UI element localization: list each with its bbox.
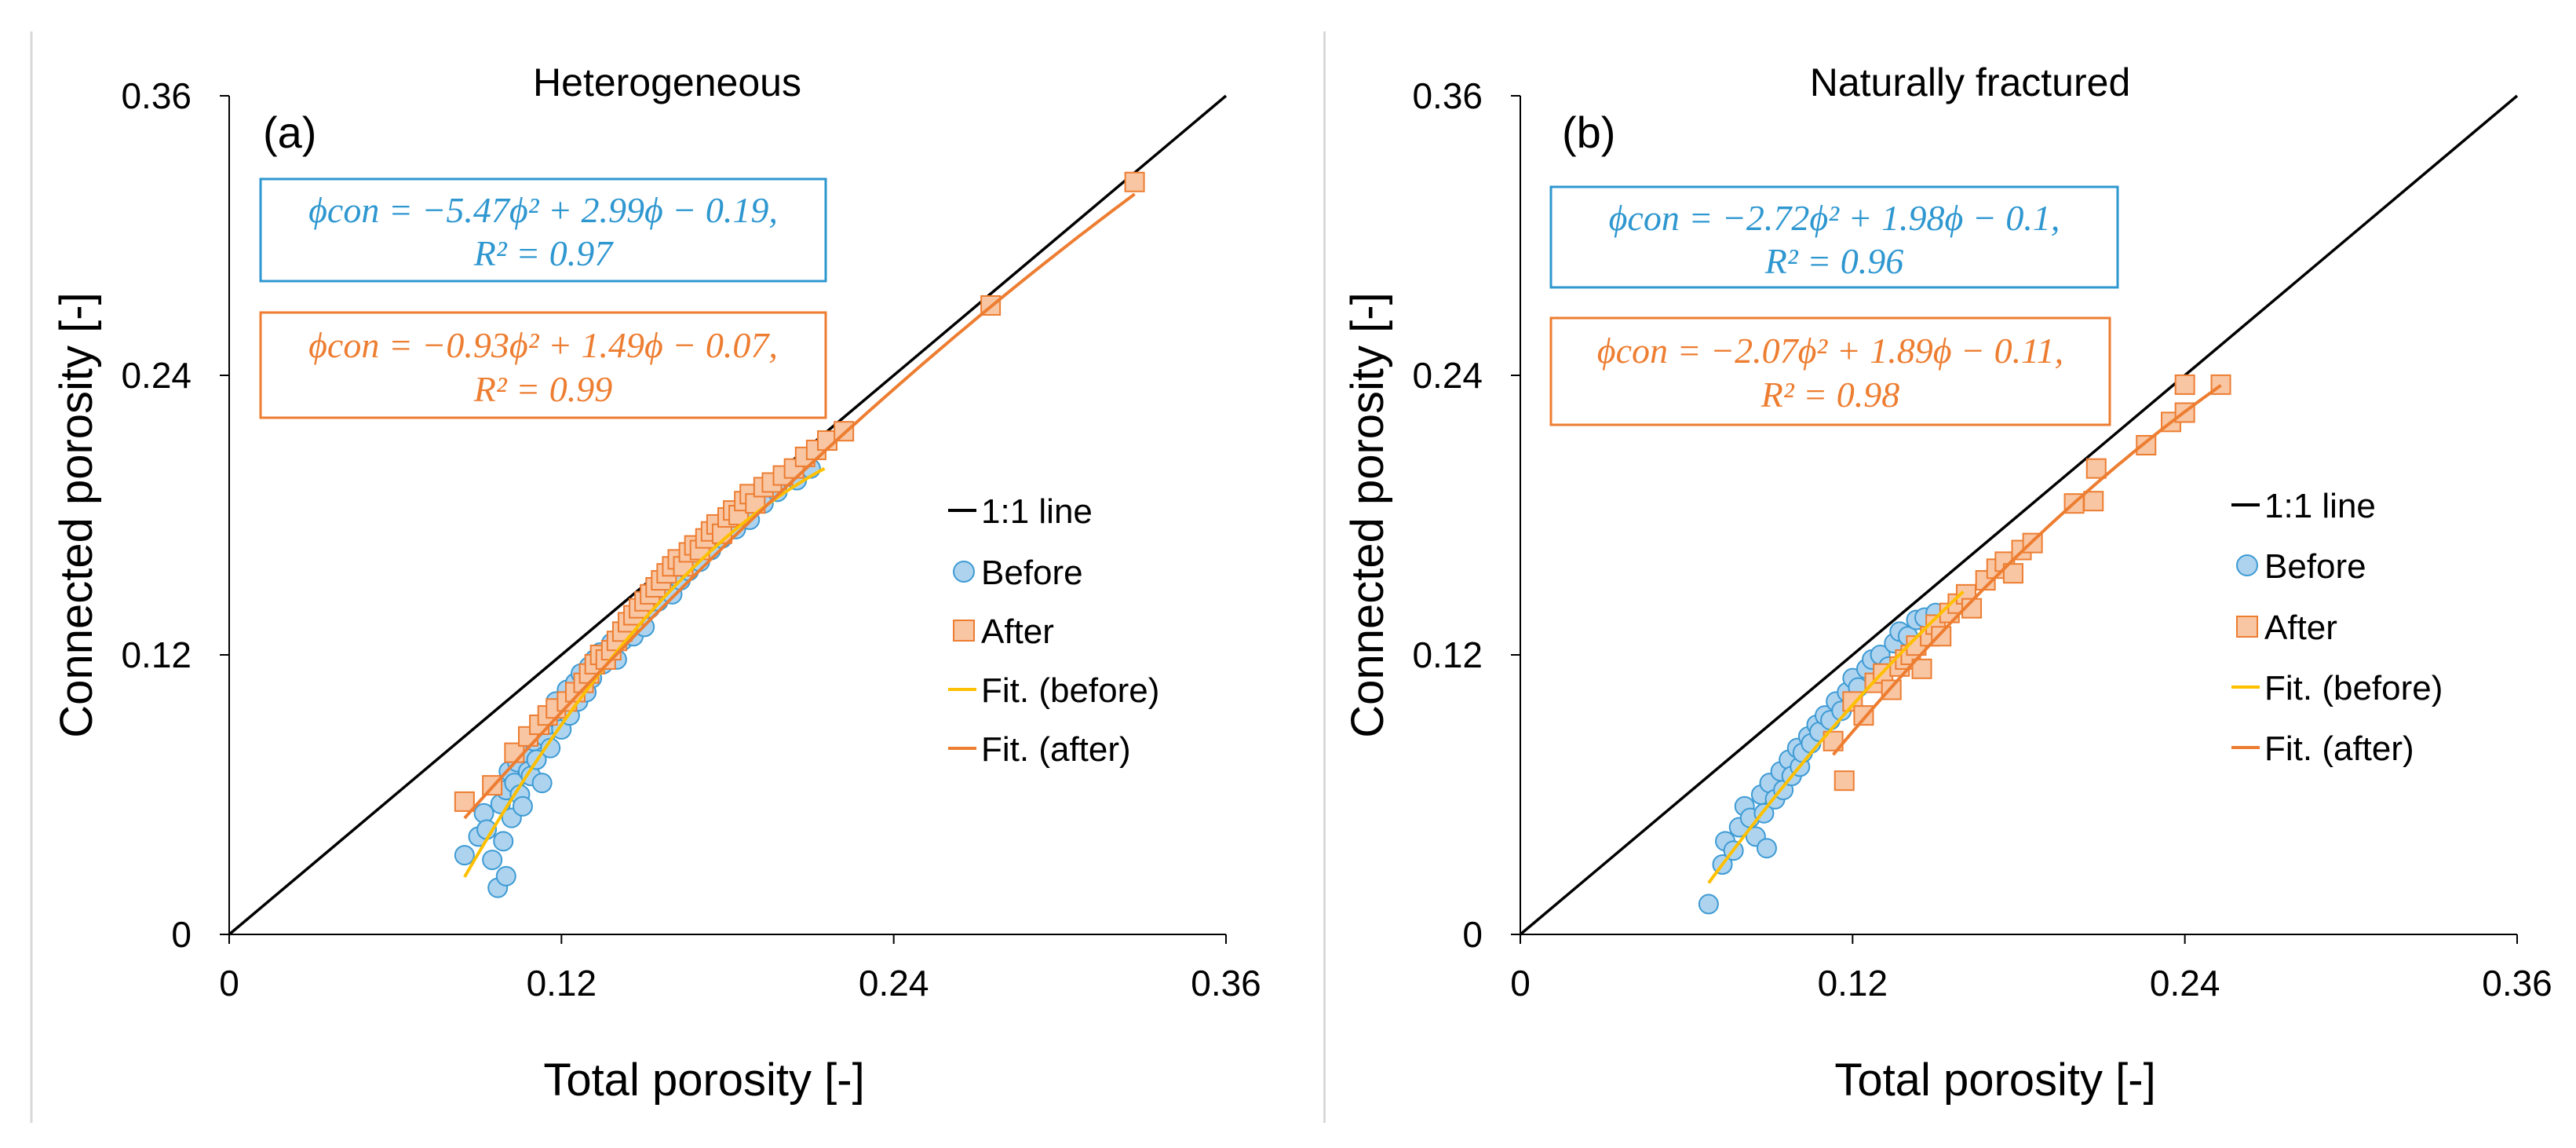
equation-before-line2: R² = 0.96 (1764, 241, 1903, 281)
legend-swatch-after (2236, 616, 2258, 638)
x-tick-label: 0.36 (2482, 963, 2552, 1004)
y-tick-label: 0.12 (121, 634, 192, 675)
before-point (1698, 894, 1719, 915)
equation-box-before (259, 177, 827, 283)
legend-label: 1:1 line (981, 492, 1093, 531)
after-point (2085, 458, 2107, 479)
equation-box-before (1549, 185, 2119, 289)
equation-after-line2: R² = 0.99 (473, 369, 612, 409)
chart-panel-b: 0 0.12 0.24 0.36 0 0.12 0.24 0.36 Total porosity… (1342, 60, 2552, 1106)
after-point (1833, 770, 1855, 792)
chart-panel-a: 0 0.12 0.24 0.36 0 0.12 0.24 0.36 Total porosity… (51, 60, 1261, 1106)
y-tick-label: 0 (171, 914, 192, 955)
after-point (454, 791, 475, 812)
y-tick-label: 0 (1462, 914, 1483, 955)
x-tick-label: 0 (1510, 963, 1531, 1004)
legend: 1:1 line Before After Fit. (before) Fit. (af… (948, 492, 1159, 769)
fit-after-line (463, 192, 1136, 820)
x-axis-label: Total porosity [-] (543, 1055, 864, 1106)
legend-label: After (2264, 609, 2337, 647)
panel-label: (b) (1562, 108, 1615, 157)
equation-before-line2: R² = 0.97 (473, 233, 614, 273)
legend-label: 1:1 line (2264, 487, 2376, 525)
after-point (1124, 171, 1145, 192)
x-tick-label: 0.12 (1818, 963, 1888, 1004)
equation-after-line1: ϕcon = −2.07ϕ² + 1.89ϕ − 0.11, (1597, 331, 2063, 371)
panel-divider (1323, 31, 1326, 1123)
y-tick-label: 0.24 (121, 355, 192, 396)
equation-after-line2: R² = 0.98 (1761, 375, 1899, 415)
legend-label: Fit. (before) (2264, 669, 2443, 707)
after-point (1931, 626, 1952, 647)
y-tick-label: 0.36 (1412, 75, 1483, 116)
legend-swatch-before (2236, 554, 2258, 576)
before-point (495, 865, 516, 887)
y-tick-label: 0.24 (1412, 355, 1483, 396)
y-tick-label: 0.36 (121, 75, 192, 116)
x-tick-label: 0.24 (859, 963, 929, 1004)
before-point (1756, 838, 1777, 859)
before-point (512, 795, 533, 817)
after-point (2210, 374, 2231, 395)
y-axis-label: Connected porosity [-] (1342, 292, 1393, 737)
equation-before-line1: ϕcon = −5.47ϕ² + 2.99ϕ − 0.19, (308, 190, 778, 230)
after-point (1911, 658, 1932, 679)
panel-label: (a) (263, 108, 316, 157)
x-tick-label: 0.24 (2150, 963, 2220, 1004)
before-point (482, 850, 503, 871)
fit-after-line (1832, 384, 2222, 756)
x-tick-label: 0.12 (527, 963, 597, 1004)
equation-box-after (259, 311, 827, 419)
x-tick-label: 0.36 (1191, 963, 1261, 1004)
equation-after-line1: ϕcon = −0.93ϕ² + 1.49ϕ − 0.07, (308, 325, 778, 365)
before-point (493, 831, 514, 852)
legend-swatch-before (953, 561, 975, 583)
y-tick-label: 0.12 (1412, 634, 1483, 675)
legend-label: Before (981, 554, 1083, 592)
legend-label: Fit. (before) (981, 671, 1159, 710)
after-point (2174, 374, 2195, 395)
legend: 1:1 line Before After Fit. (before) Fit. (af… (2231, 487, 2443, 768)
x-tick-label: 0 (219, 963, 239, 1004)
before-point (454, 845, 475, 866)
after-point (1881, 679, 1902, 700)
legend-label: After (981, 612, 1054, 651)
after-point (2083, 491, 2104, 512)
y-axis-label: Connected porosity [-] (51, 292, 102, 737)
equation-before-line1: ϕcon = −2.72ϕ² + 1.98ϕ − 0.1, (1609, 198, 2060, 238)
legend-label: Before (2264, 547, 2366, 586)
legend-label: Fit. (after) (981, 730, 1131, 769)
after-point (1853, 705, 1874, 726)
x-axis-label: Total porosity [-] (1834, 1055, 2155, 1106)
chart-title: Heterogeneous (533, 60, 801, 104)
equation-box-after (1549, 316, 2111, 426)
identity-line (1519, 94, 2519, 936)
fit-before-line (1707, 590, 1965, 884)
chart-title: Naturally fractured (1810, 60, 2131, 104)
legend-label: Fit. (after) (2264, 729, 2414, 768)
before-point (531, 773, 553, 794)
legend-swatch-after (953, 620, 975, 642)
